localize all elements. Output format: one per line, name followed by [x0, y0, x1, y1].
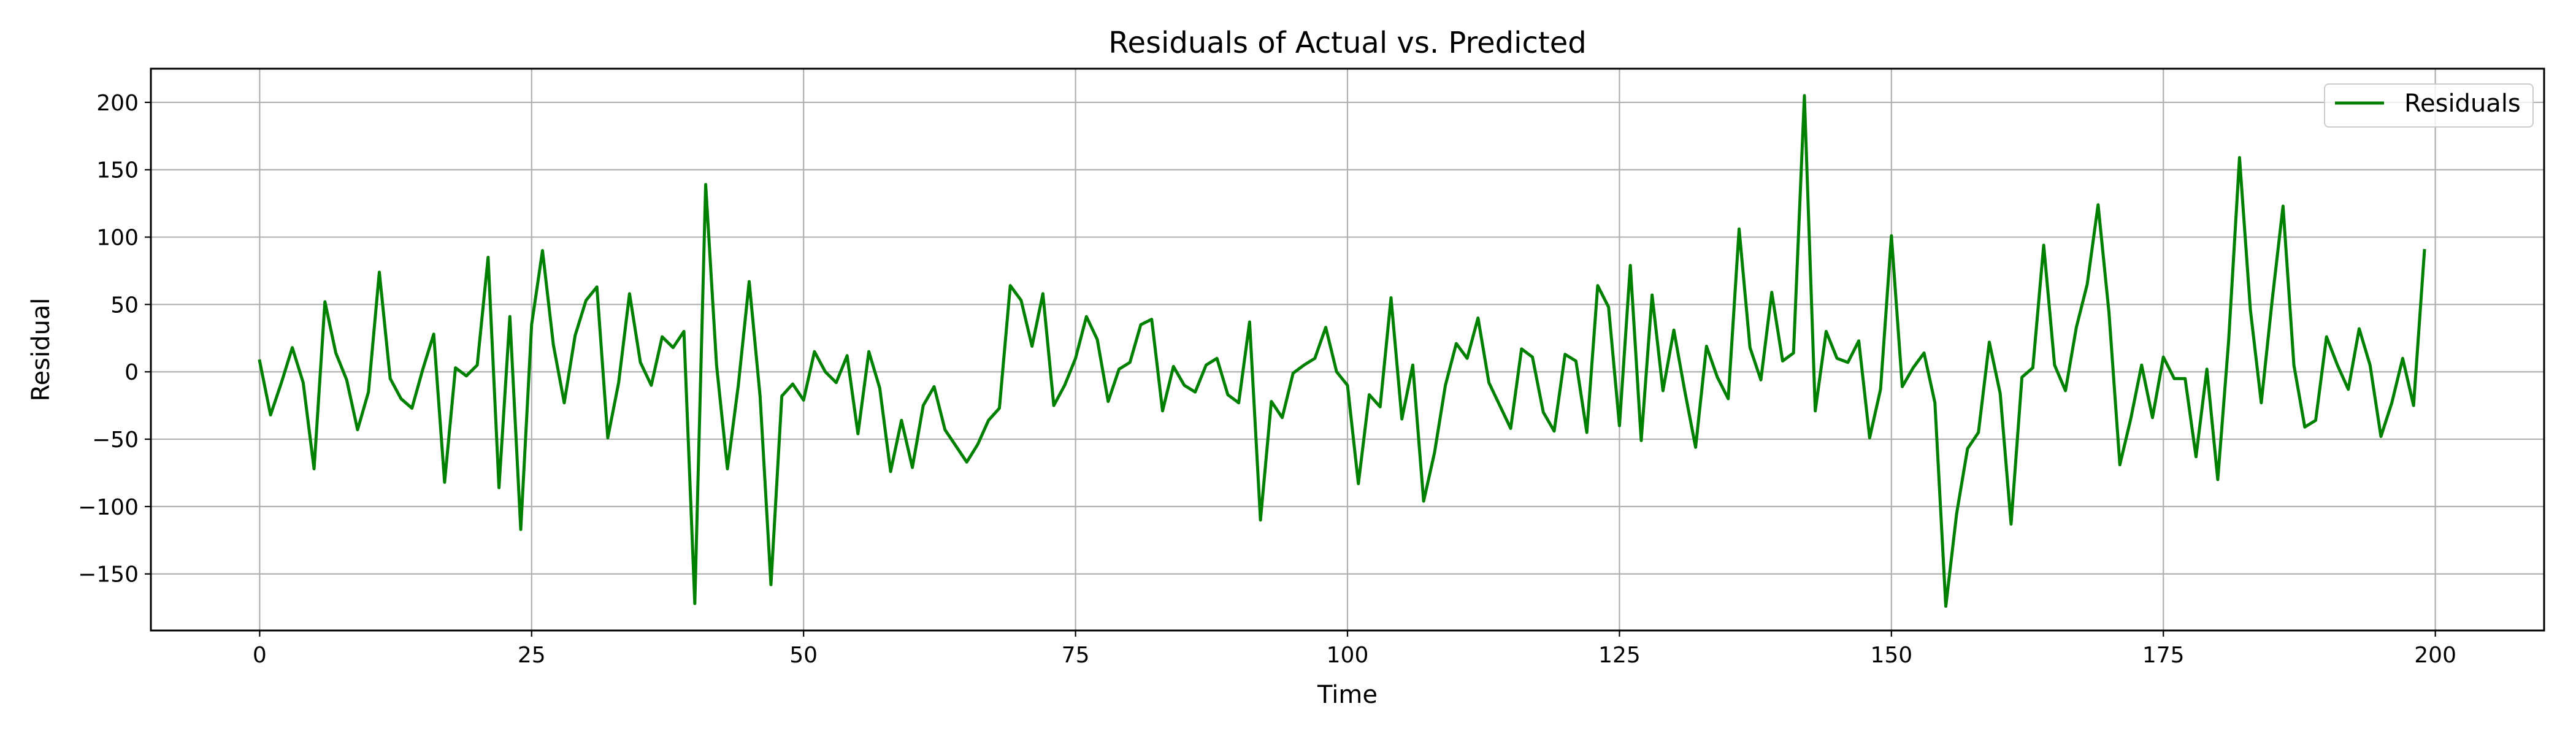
x-tick-label: 200	[2414, 643, 2456, 668]
x-axis-label: Time	[1317, 681, 1378, 709]
y-tick-label: 150	[96, 158, 139, 183]
x-tick-label: 50	[789, 643, 818, 668]
x-tick-label: 0	[253, 643, 267, 668]
x-tick-label: 75	[1062, 643, 1090, 668]
y-tick-label: 50	[110, 293, 139, 318]
legend: Residuals	[2324, 83, 2534, 128]
y-tick-label: 0	[125, 360, 139, 385]
y-axis: −150 −100 −50 0 50 100 150 200	[78, 91, 151, 588]
y-tick-label: 100	[96, 226, 139, 251]
grid-layer	[151, 69, 2544, 631]
series-layer	[258, 94, 2426, 608]
x-tick-label: 25	[518, 643, 546, 668]
y-axis-label: Residual	[27, 298, 55, 402]
y-tick-label: −100	[78, 495, 139, 520]
y-tick-label: −50	[92, 427, 139, 453]
x-tick-label: 175	[2142, 643, 2185, 668]
legend-label-residuals: Residuals	[2404, 90, 2521, 118]
chart-title: Residuals of Actual vs. Predicted	[1108, 26, 1586, 60]
series-line-residuals	[258, 94, 2426, 608]
x-tick-label: 125	[1598, 643, 1641, 668]
legend-box	[2324, 83, 2534, 128]
x-tick-label: 100	[1327, 643, 1369, 668]
y-tick-label: −150	[78, 562, 139, 588]
y-tick-label: 200	[96, 91, 139, 116]
x-tick-label: 150	[1870, 643, 1912, 668]
x-axis: 0 25 50 75 100 125 150 175 200	[253, 631, 2456, 668]
